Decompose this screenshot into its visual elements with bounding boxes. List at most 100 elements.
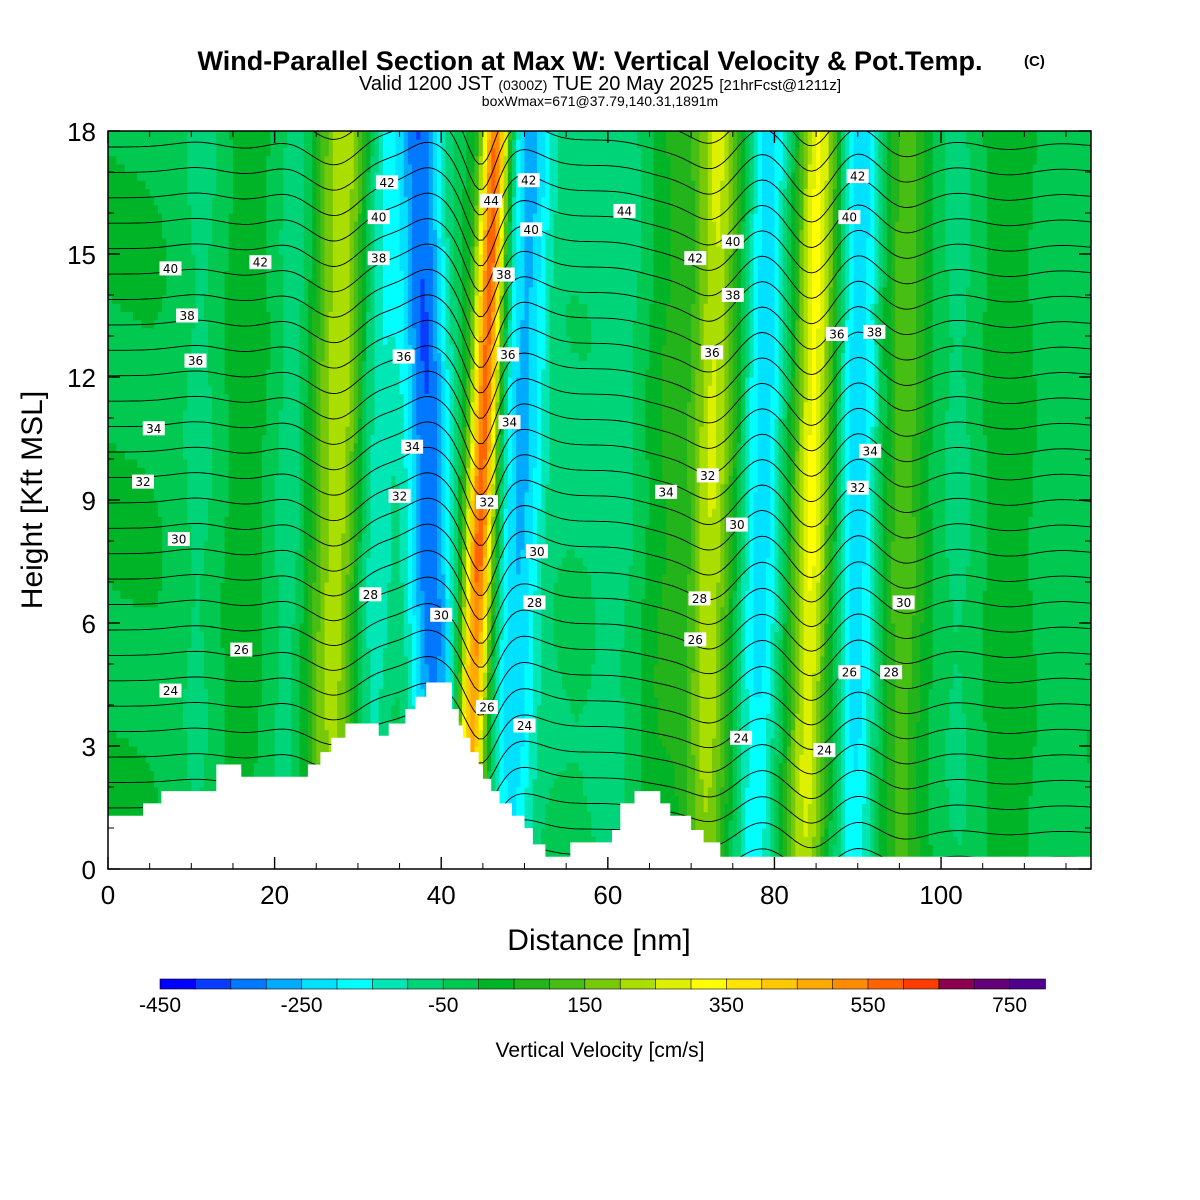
velocity-cell — [595, 746, 601, 755]
velocity-cell — [512, 762, 517, 772]
velocity-cell — [570, 762, 576, 772]
velocity-cell — [799, 754, 805, 763]
velocity-cell — [566, 836, 571, 845]
velocity-cell — [691, 762, 696, 772]
velocity-cell — [149, 737, 155, 747]
velocity-cell — [891, 737, 896, 747]
velocity-cell — [562, 770, 567, 780]
velocity-cell — [816, 770, 821, 780]
velocity-cell — [820, 795, 826, 804]
velocity-cell — [836, 778, 842, 788]
velocity-cell — [1049, 787, 1055, 796]
velocity-cell — [191, 705, 197, 714]
velocity-cell — [287, 721, 292, 731]
velocity-cell — [587, 746, 592, 755]
velocity-cell — [216, 737, 222, 747]
velocity-cell — [257, 746, 263, 755]
velocity-cell — [870, 729, 876, 739]
velocity-cell — [911, 770, 917, 780]
velocity-cell — [861, 836, 867, 845]
velocity-cell — [928, 729, 934, 739]
velocity-cell — [303, 696, 309, 706]
velocity-cell — [462, 705, 467, 714]
velocity-cell — [753, 713, 759, 722]
velocity-cell — [1070, 828, 1075, 837]
velocity-cell — [870, 828, 876, 837]
velocity-cell — [224, 746, 230, 755]
velocity-cell — [816, 844, 821, 854]
velocity-cell — [1074, 713, 1080, 722]
velocity-cell — [132, 705, 138, 714]
velocity-cell — [695, 778, 701, 788]
velocity-cell — [137, 737, 142, 747]
velocity-cell — [553, 729, 559, 739]
velocity-cell — [299, 762, 305, 772]
velocity-cell — [607, 770, 613, 780]
velocity-cell — [562, 729, 567, 739]
velocity-cell — [649, 696, 655, 706]
velocity-cell — [870, 762, 876, 772]
velocity-cell — [745, 762, 751, 772]
velocity-cell — [212, 721, 217, 731]
velocity-cell — [903, 729, 909, 739]
velocity-cell — [557, 754, 563, 763]
velocity-cell — [537, 696, 542, 706]
velocity-cell — [636, 729, 642, 739]
velocity-cell — [378, 705, 384, 714]
velocity-cell — [978, 803, 984, 813]
velocity-cell — [520, 705, 526, 714]
velocity-cell — [1036, 729, 1042, 739]
velocity-cell — [582, 836, 588, 845]
velocity-cell — [595, 787, 601, 796]
velocity-cell — [1057, 770, 1063, 780]
velocity-cell — [207, 721, 213, 731]
velocity-cell — [911, 754, 917, 763]
velocity-cell — [545, 737, 551, 747]
velocity-cell — [799, 721, 805, 731]
velocity-cell — [395, 696, 401, 706]
velocity-cell — [924, 770, 930, 780]
velocity-cell — [624, 778, 630, 788]
velocity-cell — [757, 713, 763, 722]
velocity-cell — [986, 713, 992, 722]
velocity-cell — [532, 737, 538, 747]
velocity-cell — [1041, 778, 1046, 788]
velocity-cell — [953, 754, 959, 763]
velocity-cell — [641, 721, 646, 731]
velocity-cell — [766, 828, 771, 837]
velocity-cell — [203, 713, 209, 722]
velocity-cell — [1066, 705, 1071, 714]
velocity-cell — [237, 705, 242, 714]
velocity-cell — [595, 721, 601, 731]
velocity-cell — [499, 729, 505, 739]
velocity-cell — [520, 696, 526, 706]
velocity-cell — [924, 778, 930, 788]
velocity-cell — [757, 811, 763, 821]
velocity-cell — [187, 746, 192, 755]
velocity-cell — [282, 705, 288, 714]
velocity-cell — [957, 844, 963, 854]
velocity-cell — [299, 729, 305, 739]
velocity-cell — [228, 688, 234, 698]
velocity-cell — [599, 795, 605, 804]
velocity-cell — [295, 754, 301, 763]
velocity-cell — [741, 778, 746, 788]
velocity-cell — [957, 819, 963, 829]
velocity-cell — [582, 795, 588, 804]
velocity-cell — [899, 770, 905, 780]
velocity-cell — [932, 844, 938, 854]
velocity-cell — [620, 721, 626, 731]
velocity-cell — [207, 729, 213, 739]
velocity-cell — [799, 795, 805, 804]
velocity-cell — [974, 811, 980, 821]
velocity-cell — [899, 778, 905, 788]
velocity-cell — [162, 746, 167, 755]
velocity-cell — [907, 795, 913, 804]
velocity-cell — [903, 762, 909, 772]
velocity-cell — [678, 713, 684, 722]
velocity-cell — [911, 819, 917, 829]
velocity-cell — [811, 770, 817, 780]
velocity-cell — [991, 713, 996, 722]
velocity-cell — [324, 746, 330, 755]
velocity-cell — [516, 746, 521, 755]
